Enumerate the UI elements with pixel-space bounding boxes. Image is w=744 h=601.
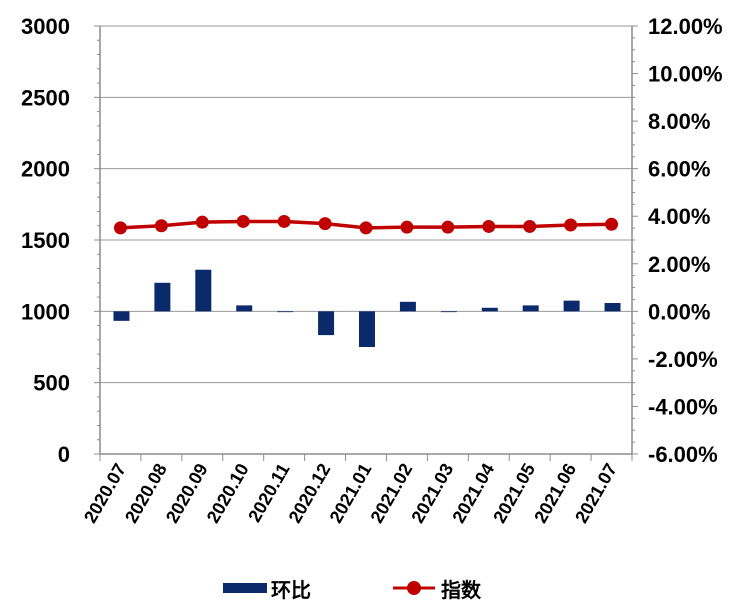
- bar: [522, 305, 539, 312]
- bar: [604, 303, 621, 312]
- left-tick-label: 2000: [21, 157, 70, 182]
- bar: [318, 311, 335, 336]
- right-tick-label: 8.00%: [648, 109, 710, 134]
- legend: 环比 指数: [223, 578, 482, 601]
- line-series: [113, 214, 619, 235]
- right-tick-label: 2.00%: [648, 252, 710, 277]
- x-axis-ticks: 2020.072020.082020.092020.102020.112020.…: [80, 460, 621, 526]
- line-point: [154, 219, 168, 233]
- line-point: [523, 219, 537, 233]
- bar: [113, 311, 130, 321]
- right-tick-label: -2.00%: [648, 347, 718, 372]
- line-point: [195, 215, 209, 229]
- bar: [195, 269, 212, 312]
- bar: [277, 311, 294, 313]
- bar: [154, 282, 171, 312]
- bar: [399, 301, 416, 312]
- axes: [94, 25, 638, 461]
- left-tick-label: 1000: [21, 299, 70, 324]
- legend-swatch-bar: [223, 583, 267, 593]
- line-point: [236, 214, 250, 228]
- left-y-axis-ticks: 0 500 1000 1500 2000 2500 3000: [21, 14, 70, 467]
- line-point: [400, 220, 414, 234]
- line-point: [113, 221, 127, 235]
- left-tick-label: 3000: [21, 14, 70, 39]
- left-tick-label: 1500: [21, 228, 70, 253]
- line-point: [605, 217, 619, 231]
- line-point: [318, 217, 332, 231]
- bar: [563, 300, 580, 312]
- legend-label-bar: 环比: [271, 578, 311, 601]
- bar: [236, 305, 253, 312]
- line-point: [482, 219, 496, 233]
- bar: [440, 311, 457, 313]
- right-tick-label: -4.00%: [648, 394, 718, 419]
- left-tick-label: 500: [33, 371, 70, 396]
- legend-label-line: 指数: [441, 578, 482, 601]
- right-tick-label: -6.00%: [648, 442, 718, 467]
- left-tick-label: 0: [58, 442, 70, 467]
- right-tick-label: 10.00%: [648, 62, 723, 87]
- line-point: [441, 220, 455, 234]
- right-tick-label: 4.00%: [648, 204, 710, 229]
- right-tick-label: 0.00%: [648, 299, 710, 324]
- right-tick-label: 12.00%: [648, 14, 723, 39]
- left-tick-label: 2500: [21, 85, 70, 110]
- right-y-axis-ticks: -6.00% -4.00% -2.00% 0.00% 2.00% 4.00% 6.00% 8.…: [648, 14, 723, 467]
- gridlines: [100, 25, 632, 384]
- right-tick-label: 6.00%: [648, 157, 710, 182]
- line-point: [277, 214, 291, 228]
- line-point: [564, 218, 578, 232]
- bar: [359, 311, 375, 347]
- line-point: [359, 221, 373, 235]
- bar-series: [113, 269, 621, 347]
- legend-swatch-marker: [407, 581, 421, 595]
- bar: [481, 307, 498, 312]
